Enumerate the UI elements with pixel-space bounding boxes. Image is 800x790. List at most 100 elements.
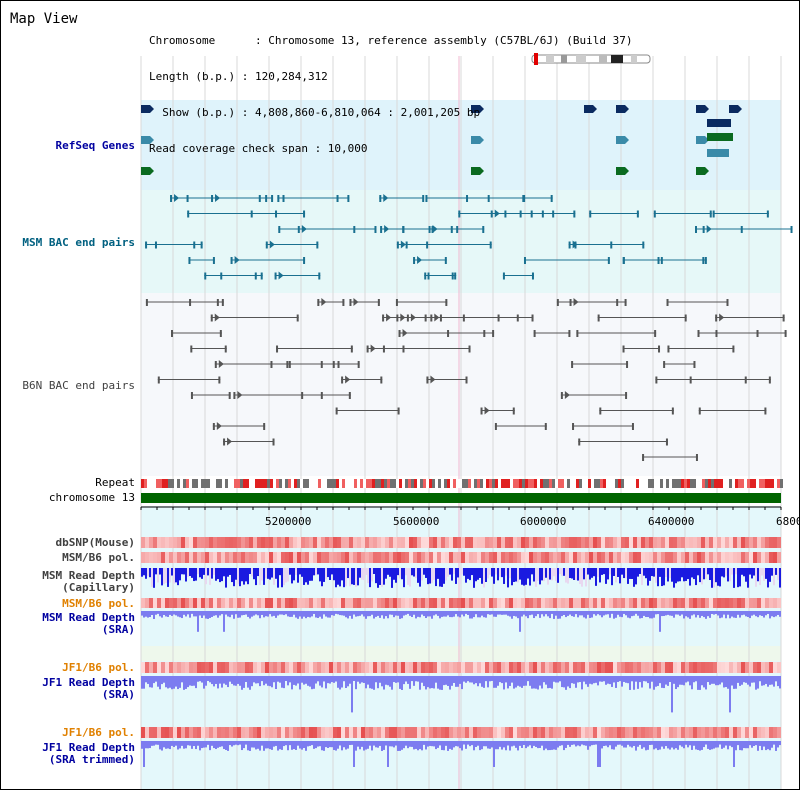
read-depth-bin xyxy=(471,676,473,683)
read-depth-bin xyxy=(527,676,529,682)
read-depth-bin xyxy=(533,611,535,619)
read-depth-bin xyxy=(247,611,249,617)
read-depth-bin xyxy=(687,676,689,682)
read-depth-bin xyxy=(297,741,299,746)
track-label-refseq[interactable]: RefSeq Genes xyxy=(55,139,135,152)
read-depth-bin xyxy=(387,611,389,619)
read-depth-bin xyxy=(569,676,571,689)
read-depth-bin xyxy=(265,568,267,579)
read-depth-bin xyxy=(455,568,457,584)
read-depth-bin xyxy=(525,611,527,617)
track-label-msm-depth-capillary[interactable]: MSM Read Depth (Capillary) xyxy=(42,570,135,594)
read-depth-bin xyxy=(635,611,637,614)
read-depth-bin xyxy=(519,741,521,746)
read-depth-bin xyxy=(515,611,517,617)
read-depth-bin xyxy=(557,568,559,583)
polymorphism-bin xyxy=(361,552,365,563)
track-label-jf1-depth-trimmed[interactable]: JF1 Read Depth (SRA trimmed) xyxy=(42,742,135,766)
polymorphism-bin xyxy=(233,537,237,548)
bac-end-mark xyxy=(642,454,645,461)
read-depth-bin xyxy=(457,741,459,747)
bac-end-mark xyxy=(303,210,306,218)
read-depth-bin xyxy=(171,568,173,576)
read-depth-bin xyxy=(525,568,527,585)
polymorphism-bin xyxy=(737,727,741,738)
track-label-chromosome[interactable]: chromosome 13 xyxy=(48,491,135,504)
polymorphism-bin xyxy=(673,727,677,738)
read-depth-bin xyxy=(297,568,299,583)
read-depth-bin xyxy=(623,611,625,614)
polymorphism-bin xyxy=(565,537,569,548)
polymorphism-bin xyxy=(393,662,397,673)
read-depth-bin xyxy=(739,568,741,587)
read-depth-bin xyxy=(625,611,627,616)
read-depth-bin xyxy=(533,676,535,689)
read-depth-bin xyxy=(233,568,235,587)
track-label-msm-b6-pol[interactable]: MSM/B6 pol. xyxy=(62,551,135,564)
polymorphism-bin xyxy=(637,662,641,673)
polymorphism-bin xyxy=(521,552,525,563)
read-depth-bin xyxy=(413,676,415,686)
read-depth-bin xyxy=(767,568,769,588)
polymorphism-bin xyxy=(573,727,577,738)
track-label-repeat[interactable]: Repeat xyxy=(95,476,135,489)
polymorphism-bin xyxy=(749,727,753,738)
bac-end-mark xyxy=(395,299,398,306)
read-depth-bin xyxy=(573,568,575,580)
read-depth-bin xyxy=(479,611,481,618)
read-depth-bin xyxy=(623,568,625,579)
read-depth-bin xyxy=(565,568,567,583)
bac-end-mark xyxy=(456,226,459,233)
read-depth-bin xyxy=(413,611,415,615)
repeat-band xyxy=(303,479,306,488)
polymorphism-bin xyxy=(721,662,725,673)
read-depth-bin xyxy=(695,676,697,682)
polymorphism-bin xyxy=(241,598,245,608)
polymorphism-bin xyxy=(741,727,745,738)
track-label-jf1-b6-pol[interactable]: JF1/B6 pol. xyxy=(62,661,135,674)
polymorphism-bin xyxy=(705,662,709,673)
polymorphism-bin xyxy=(173,598,177,608)
read-depth-bin xyxy=(423,611,425,617)
track-label-jf1-depth-sra[interactable]: JF1 Read Depth (SRA) xyxy=(42,677,135,701)
read-depth-bin xyxy=(425,676,427,690)
repeat-band xyxy=(504,479,507,488)
read-depth-bin xyxy=(721,676,723,683)
read-depth-bin xyxy=(345,676,347,688)
read-depth-bin xyxy=(723,741,725,748)
bac-end-mark xyxy=(316,241,319,249)
polymorphism-bin xyxy=(229,552,233,563)
read-depth-bin xyxy=(325,676,327,689)
polymorphism-bin xyxy=(469,598,473,608)
track-label-msm-b6-pol-2[interactable]: MSM/B6 pol. xyxy=(62,597,135,610)
read-depth-bin xyxy=(457,568,459,578)
bac-end-mark xyxy=(317,299,320,306)
track-label-msm-bac[interactable]: MSM BAC end pairs xyxy=(22,236,135,249)
read-depth-bin xyxy=(763,676,765,686)
bac-end-mark xyxy=(704,257,707,264)
repeat-band xyxy=(435,479,438,488)
read-depth-bin xyxy=(465,741,467,749)
track-label-jf1-b6-pol-2[interactable]: JF1/B6 pol. xyxy=(62,726,135,739)
read-depth-bin xyxy=(493,611,495,617)
polymorphism-bin xyxy=(737,552,741,563)
read-depth-bin xyxy=(163,741,165,748)
polymorphism-bin xyxy=(725,598,729,608)
track-label-msm-depth-sra[interactable]: MSM Read Depth (SRA) xyxy=(42,612,135,636)
polymorphism-bin xyxy=(149,662,153,673)
repeat-band xyxy=(177,479,180,488)
track-label-b6n-bac[interactable]: B6N BAC end pairs xyxy=(22,379,135,392)
polymorphism-bin xyxy=(313,662,317,673)
track-label-dbsnp[interactable]: dbSNP(Mouse) xyxy=(55,536,135,549)
polymorphism-bin xyxy=(409,537,413,548)
read-depth-bin xyxy=(687,741,689,748)
polymorphism-bin xyxy=(385,598,389,608)
bac-end-mark xyxy=(631,423,634,430)
polymorphism-bin xyxy=(521,662,525,673)
read-depth-bin xyxy=(747,568,749,588)
read-depth-bin xyxy=(583,568,585,580)
read-depth-bin xyxy=(603,741,605,747)
read-depth-bin xyxy=(303,741,305,748)
read-depth-bin xyxy=(247,741,249,751)
